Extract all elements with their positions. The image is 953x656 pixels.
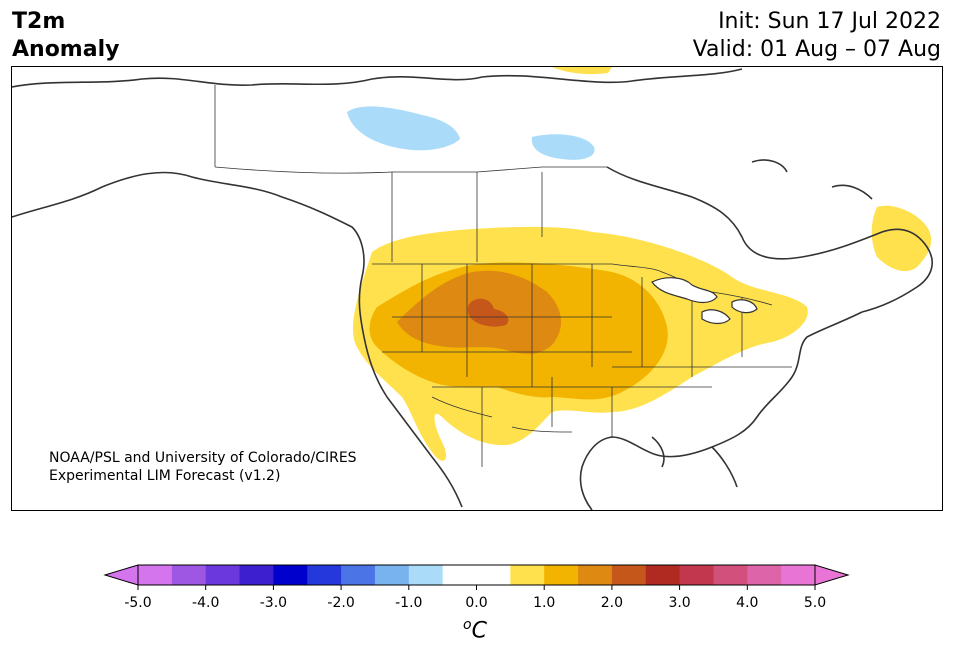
colorbar-cell [442,565,477,585]
warm-anomaly-yellow-north [552,67,612,75]
colorbar-tick-label: -3.0 [260,595,287,611]
colorbar-cell [781,565,816,585]
unit-label: C [471,618,487,644]
unit-degree-symbol: o [463,617,472,633]
colorbar-tick-label: 4.0 [736,595,758,611]
colorbar-extend-left [103,564,139,586]
colorbar-cell [171,565,207,585]
colorbar-tick-label: 3.0 [668,595,690,611]
colorbar: -5.0 -4.0 -3.0 -2.0 -1.0 0.0 1.0 2.0 3.0 4.0 5.0 [103,564,850,611]
colorbar-cell [510,565,545,585]
colorbar-cell [713,565,748,585]
colorbar-cell [578,565,613,585]
map-canvas [12,67,933,510]
colorbar-cell [374,565,410,585]
political-borders [214,85,792,467]
colorbar-extend-right [814,564,850,586]
colorbar-ticks: -5.0 -4.0 -3.0 -2.0 -1.0 0.0 1.0 2.0 3.0 4.0 5.0 [124,585,826,611]
variable-label: T2m [12,9,66,34]
anomaly-label: Anomaly [12,37,120,62]
great-lakes [651,277,758,325]
colorbar-cell [307,565,342,585]
colorbar-cells [137,564,816,586]
colorbar-tick-label: -5.0 [124,595,151,611]
colorbar-cell [408,565,444,585]
map-title: T2m Anomaly [12,8,119,64]
colorbar-tick-label: -2.0 [327,595,354,611]
colorbar-cell [611,565,647,585]
forecast-dates: Init: Sun 17 Jul 2022 Valid: 01 Aug – 07… [693,8,941,64]
colorbar-cell [679,565,714,585]
colorbar-tick-label: 5.0 [804,595,826,611]
colorbar-cell [273,565,308,585]
warm-anomaly-yellow-atlantic [871,205,932,272]
colorbar-tick-label: 1.0 [533,595,555,611]
colorbar-cell [476,565,511,585]
valid-range: Valid: 01 Aug – 07 Aug [692,37,941,62]
warm-anomaly-dark [467,298,509,327]
colorbar-cell [205,565,241,585]
colorbar-cell [645,565,681,585]
colorbar-cell [239,565,274,585]
colorbar-unit: oC [463,617,487,643]
cool-anomaly-region [347,106,460,151]
colorbar-tick-label: -1.0 [395,595,422,611]
colorbar-cell [747,565,782,585]
colorbar-tick-label: 2.0 [601,595,623,611]
colorbar-cell [341,565,376,585]
credit-line-1: NOAA/PSL and University of Colorado/CIRE… [49,450,357,466]
coastlines [12,68,933,510]
credit-text: NOAA/PSL and University of Colorado/CIRE… [49,449,357,485]
colorbar-cell [544,565,579,585]
anomaly-map [11,66,943,511]
init-date: Init: Sun 17 Jul 2022 [718,9,941,34]
credit-line-2: Experimental LIM Forecast (v1.2) [49,468,281,484]
colorbar-cell [138,565,173,585]
colorbar-tick-label: 0.0 [465,595,487,611]
cool-anomaly-region-east [531,134,595,160]
colorbar-tick-label: -4.0 [192,595,219,611]
